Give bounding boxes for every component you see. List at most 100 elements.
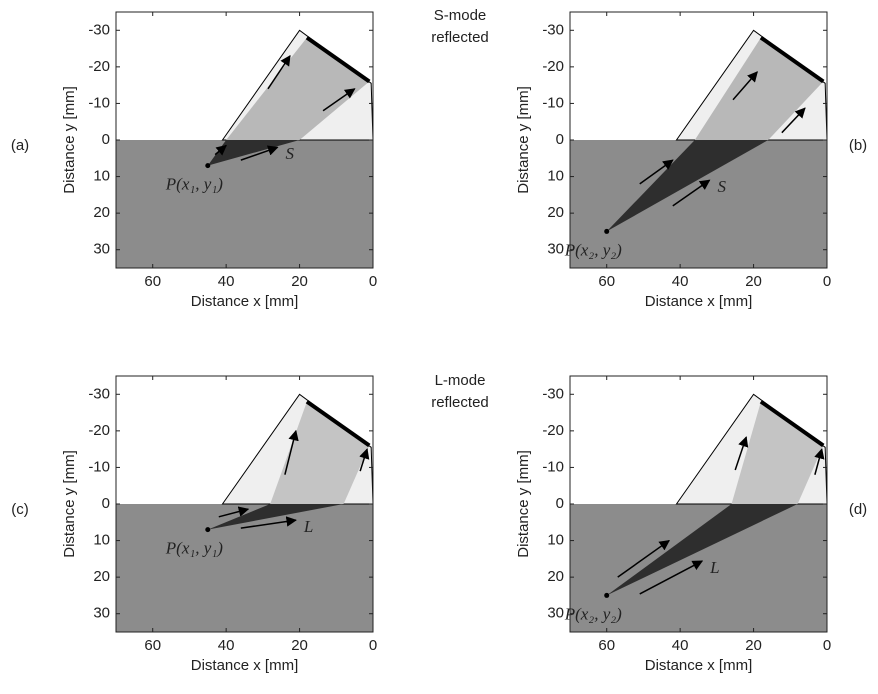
y-tick-label: 20 [93,568,110,585]
y-tick-label: -30 [88,385,110,402]
region [116,504,373,632]
y-tick-label: -10 [542,94,564,111]
transducer [759,399,825,448]
y-tick-label: 30 [547,241,564,258]
panel-label: (b) [849,137,867,154]
y-tick-label: 20 [547,204,564,221]
y-tick-label: 10 [547,532,564,549]
y-tick-label: -30 [542,385,564,402]
mode-label: L-mode [435,372,486,389]
y-tick-label: -20 [88,58,110,75]
x-tick-label: 0 [369,273,377,290]
point-label: P(x₂, y₂) [564,240,622,259]
y-axis-label: Distance y [mm] [61,450,78,558]
arrow [214,144,227,156]
y-tick-label: -10 [542,458,564,475]
y-tick-label: -20 [88,422,110,439]
region [606,504,798,596]
y-tick-label: 0 [102,495,110,512]
arrow [267,55,291,90]
y-tick-label: 20 [93,204,110,221]
x-tick-label: 60 [598,273,615,290]
point-label: P(x₁, y₁) [165,539,223,558]
x-tick-label: 60 [144,637,161,654]
region [116,140,373,268]
y-tick-label: 10 [547,168,564,185]
arrow [284,429,299,475]
arrow [240,145,279,161]
y-tick-label: 0 [556,495,564,512]
panel-label: (a) [11,137,29,154]
region [270,401,370,504]
arrow [672,179,711,207]
region [226,37,370,140]
point [604,228,610,234]
mode-label: reflected [431,394,489,411]
y-tick-label: -10 [88,94,110,111]
wave-label: L [303,517,313,536]
y-tick-label: -20 [542,422,564,439]
arrow [639,560,704,595]
point-label: P(x₂, y₂) [564,604,622,623]
y-tick-label: -30 [542,21,564,38]
point-label: P(x₁, y₁) [165,175,223,194]
region [731,401,824,504]
region [570,140,827,268]
mode-label: S-mode [434,7,487,24]
x-axis-label: Distance x [mm] [191,657,299,674]
arrow [218,506,250,518]
arrow [781,107,806,134]
x-axis-label: Distance x [mm] [645,657,753,674]
y-axis-label: Distance y [mm] [515,450,532,558]
x-tick-label: 60 [144,273,161,290]
panel-label: (d) [849,501,867,518]
y-tick-label: 20 [547,568,564,585]
y-tick-label: 0 [556,131,564,148]
arrow [732,71,758,101]
x-tick-label: 40 [672,637,689,654]
y-axis-label: Distance y [mm] [515,86,532,194]
x-tick-label: 20 [745,273,762,290]
wave-label: L [709,558,719,577]
y-tick-label: 30 [547,605,564,622]
arrow [240,516,297,529]
wave-label: S [286,144,295,163]
wave-label: S [718,177,727,196]
region [207,504,344,530]
x-tick-label: 0 [823,273,831,290]
y-tick-label: 10 [93,532,110,549]
x-axis-label: Distance x [mm] [645,293,753,310]
x-tick-label: 60 [598,637,615,654]
point [205,527,211,533]
point [205,163,211,169]
arrow [814,448,825,475]
y-axis-label: Distance y [mm] [61,86,78,194]
transducer [759,35,825,84]
x-tick-label: 0 [369,637,377,654]
region [606,140,769,232]
mode-label: reflected [431,29,489,46]
y-tick-label: -20 [542,58,564,75]
arrow [639,159,674,185]
x-tick-label: 0 [823,637,831,654]
y-tick-label: 30 [93,241,110,258]
arrow [617,539,670,578]
panel-label: (c) [11,501,29,518]
arrow [322,88,356,112]
arrow [734,436,749,471]
y-tick-label: 10 [93,168,110,185]
x-tick-label: 40 [672,273,689,290]
y-tick-label: 30 [93,605,110,622]
x-tick-label: 40 [218,637,235,654]
x-tick-label: 20 [291,637,308,654]
x-tick-label: 20 [745,637,762,654]
region [694,37,824,140]
transducer [305,35,371,84]
x-axis-label: Distance x [mm] [191,293,299,310]
arrow [359,448,370,472]
x-tick-label: 20 [291,273,308,290]
y-tick-label: -10 [88,458,110,475]
y-tick-label: 0 [102,131,110,148]
point [604,592,610,598]
